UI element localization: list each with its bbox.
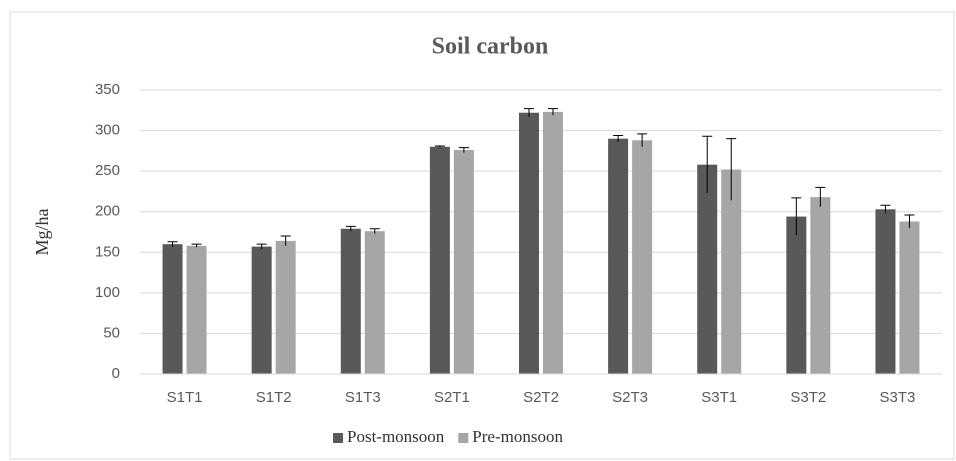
- y-tick-label: 50: [103, 324, 120, 341]
- x-tick-label: S3T2: [790, 389, 826, 406]
- chart-title: Soil carbon: [432, 34, 549, 60]
- x-tick-label: S1T2: [256, 389, 292, 406]
- x-tick-label: S2T2: [523, 389, 559, 406]
- legend-label: Pre-monsoon: [472, 427, 563, 446]
- error-bar: [702, 135, 713, 194]
- x-tick-label: S2T1: [434, 389, 470, 406]
- error-bar: [524, 108, 534, 117]
- error-bar: [167, 241, 178, 247]
- bar: [697, 164, 718, 374]
- error-bar: [256, 243, 267, 250]
- x-tick-label: S3T1: [701, 389, 737, 406]
- error-bar: [815, 186, 826, 207]
- x-tick-label: S3T3: [880, 389, 916, 406]
- error-bar: [726, 138, 737, 201]
- bar: [340, 228, 361, 374]
- y-tick-label: 250: [95, 162, 120, 179]
- error-bar: [904, 214, 915, 228]
- bar: [810, 197, 831, 374]
- legend-label: Post-monsoon: [347, 427, 445, 446]
- error-bar: [280, 235, 291, 246]
- bar: [543, 111, 563, 374]
- bar: [608, 138, 629, 374]
- bar: [786, 216, 807, 374]
- bar: [875, 209, 896, 374]
- x-tick-label: S1T1: [167, 389, 203, 406]
- bar: [899, 221, 920, 374]
- error-bar: [637, 133, 648, 147]
- error-bar: [191, 243, 202, 248]
- error-bar: [345, 225, 356, 232]
- bar: [186, 245, 207, 374]
- error-bar: [880, 204, 891, 214]
- y-tick-label: 0: [112, 365, 120, 382]
- legend-swatch: [333, 433, 343, 443]
- bar: [251, 246, 272, 374]
- bar: [519, 112, 539, 374]
- bar: [364, 231, 385, 374]
- error-bar: [458, 147, 469, 153]
- error-bar: [434, 145, 445, 148]
- y-tick-label: 150: [95, 243, 120, 260]
- y-tick-label: 200: [95, 203, 120, 220]
- bar: [632, 140, 653, 374]
- y-tick-label: 350: [95, 81, 120, 98]
- x-tick-label: S1T3: [345, 389, 381, 406]
- x-tick-label: S2T3: [612, 389, 648, 406]
- bar: [429, 146, 450, 374]
- error-bar: [369, 228, 380, 234]
- error-bar: [548, 108, 558, 116]
- error-bar: [791, 197, 802, 236]
- y-axis-label: Mg/ha: [32, 208, 52, 255]
- legend-swatch: [458, 433, 469, 443]
- bar: [275, 240, 296, 374]
- y-tick-label: 100: [95, 284, 120, 301]
- bar: [162, 244, 183, 374]
- error-bar: [613, 134, 624, 142]
- bar: [721, 169, 742, 374]
- y-tick-label: 300: [95, 122, 120, 139]
- bar: [453, 150, 474, 374]
